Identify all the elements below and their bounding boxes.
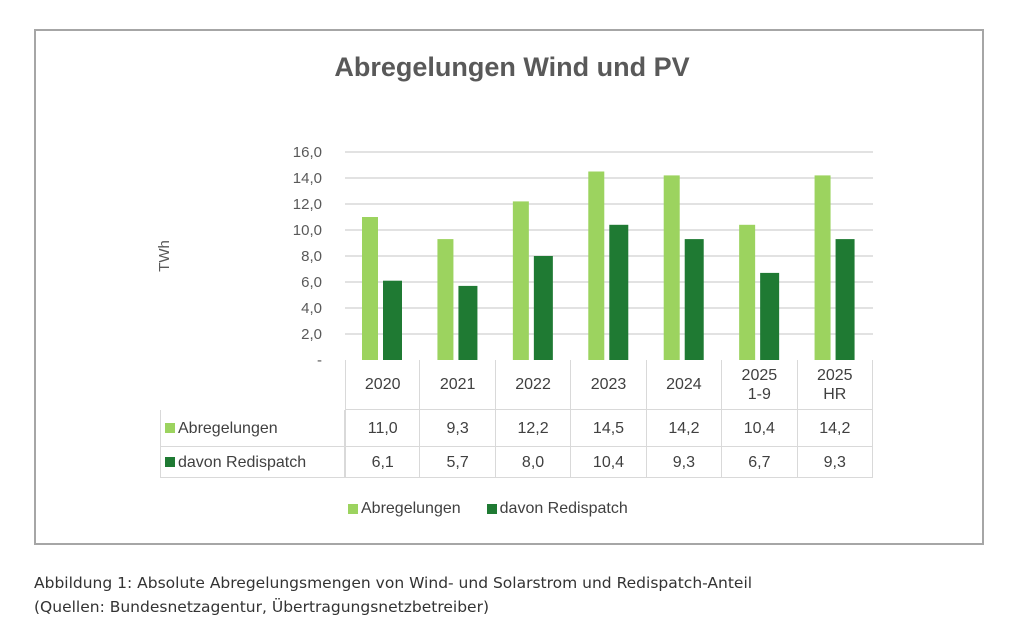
table-value: 11,0 bbox=[345, 410, 421, 447]
table-value: 12,2 bbox=[495, 410, 572, 447]
y-tick-label: - bbox=[317, 352, 322, 369]
bar-redispatch bbox=[835, 239, 855, 360]
legend-swatch-icon bbox=[348, 504, 358, 514]
figure-caption: Abbildung 1: Absolute Abregelungsmengen … bbox=[34, 571, 752, 619]
category-label: 2023 bbox=[590, 376, 627, 393]
y-tick-label: 10,0 bbox=[293, 222, 322, 239]
legend-item: davon Redispatch bbox=[486, 500, 628, 518]
category-label: 2022 bbox=[515, 376, 551, 393]
bar-redispatch bbox=[458, 285, 478, 360]
caption-line-2: (Quellen: Bundesnetzagentur, Übertragung… bbox=[34, 598, 489, 616]
table-value: 9,3 bbox=[646, 447, 723, 478]
bar-abregelungen bbox=[663, 175, 680, 360]
category-label: 2020 bbox=[364, 376, 401, 393]
bar-abregelungen bbox=[437, 239, 454, 360]
table-series-label: davon Redispatch bbox=[160, 447, 345, 478]
bar-abregelungen bbox=[512, 201, 529, 360]
category-label: 2021 bbox=[439, 376, 476, 393]
table-value: 14,2 bbox=[646, 410, 723, 447]
bar-redispatch bbox=[609, 224, 629, 360]
y-tick-label: 8,0 bbox=[301, 248, 322, 265]
bar-abregelungen bbox=[588, 171, 605, 360]
chart-title: Abregelungen Wind und PV bbox=[334, 52, 690, 82]
bar-redispatch bbox=[684, 239, 704, 360]
legend-swatch-icon bbox=[486, 504, 497, 514]
legend: Abregelungen davon Redispatch bbox=[348, 500, 628, 518]
table-value: 6,7 bbox=[722, 447, 798, 478]
category-label: 1-9 bbox=[747, 385, 771, 403]
chart-frame bbox=[34, 29, 984, 545]
bar-abregelungen bbox=[814, 175, 831, 360]
category-cell: 2021 bbox=[420, 360, 496, 410]
legend-swatch-icon bbox=[165, 423, 175, 433]
bar-redispatch bbox=[760, 272, 780, 360]
table-value: 10,4 bbox=[571, 447, 647, 478]
bar-abregelungen bbox=[739, 224, 756, 360]
caption-line-1: Abbildung 1: Absolute Abregelungsmengen … bbox=[34, 574, 753, 592]
y-tick-label: 6,0 bbox=[301, 274, 322, 291]
category-label: 2024 bbox=[666, 376, 702, 393]
y-tick-label: 4,0 bbox=[301, 300, 322, 317]
y-tick-label: 14,0 bbox=[293, 170, 322, 187]
table-value: 8,0 bbox=[495, 447, 572, 478]
table-value: 5,7 bbox=[420, 447, 496, 478]
category-cell: 2022 bbox=[495, 360, 572, 410]
bar-redispatch bbox=[533, 256, 553, 360]
legend-label: Abregelungen bbox=[361, 500, 461, 517]
category-cell: 2023 bbox=[571, 360, 647, 410]
category-cell: 2024 bbox=[646, 360, 723, 410]
series-name: Abregelungen bbox=[178, 419, 278, 437]
category-label: 2025 bbox=[816, 366, 853, 384]
y-tick-label: 12,0 bbox=[293, 196, 322, 213]
category-label: 2025 bbox=[741, 366, 778, 384]
table-value: 14,2 bbox=[797, 410, 873, 447]
table-value: 14,5 bbox=[571, 410, 647, 447]
legend-swatch-icon bbox=[165, 457, 175, 467]
category-cell: 2020 bbox=[345, 360, 421, 410]
y-tick-label: 16,0 bbox=[293, 144, 322, 161]
y-axis-label: TWh bbox=[156, 240, 173, 272]
bar-abregelungen bbox=[362, 217, 378, 360]
category-cell: 2025 HR bbox=[797, 360, 873, 410]
series-name: davon Redispatch bbox=[178, 453, 307, 471]
legend-item: Abregelungen bbox=[348, 500, 461, 518]
table-value: 9,3 bbox=[797, 447, 873, 478]
category-label: HR bbox=[823, 385, 847, 403]
table-value: 10,4 bbox=[722, 410, 798, 447]
y-tick-label: 2,0 bbox=[301, 326, 322, 343]
legend-label: davon Redispatch bbox=[499, 500, 628, 517]
table-value: 6,1 bbox=[345, 447, 421, 478]
category-cell: 2025 1-9 bbox=[722, 360, 798, 410]
table-series-label: Abregelungen bbox=[160, 410, 345, 447]
table-value: 9,3 bbox=[420, 410, 496, 447]
bar-redispatch bbox=[383, 280, 402, 360]
